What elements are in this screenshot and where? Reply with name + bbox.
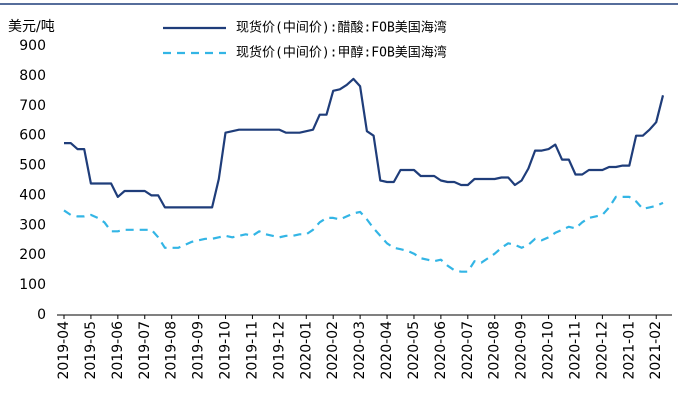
- x-tick-label: 2019-12: [271, 321, 287, 380]
- x-tick-label: 2021-01: [621, 321, 637, 380]
- series-line: [64, 77, 665, 209]
- x-tick-label: 2019-11: [244, 321, 260, 380]
- x-tick-label: 2020-10: [541, 321, 557, 380]
- series-line: [63, 195, 664, 273]
- x-tick-label: 2020-06: [433, 321, 449, 380]
- y-tick-label: 300: [19, 217, 46, 233]
- y-tick-label: 900: [19, 38, 46, 54]
- y-tick-label: 200: [19, 247, 46, 263]
- x-tick-label: 2019-08: [164, 321, 180, 380]
- x-tick-label: 2020-09: [514, 321, 530, 380]
- x-tick-label: 2020-12: [594, 321, 610, 380]
- y-tick-label: 700: [19, 98, 46, 114]
- x-tick-label: 2020-04: [379, 321, 395, 380]
- x-tick-label: 2020-01: [298, 321, 314, 380]
- y-tick-label: 500: [19, 158, 46, 174]
- x-tick-label: 2019-06: [110, 321, 126, 380]
- y-tick-label: 400: [19, 187, 46, 203]
- x-tick-label: 2020-11: [567, 321, 583, 380]
- y-tick-label: 800: [19, 68, 46, 84]
- x-tick-label: 2019-09: [191, 321, 207, 380]
- legend-label: 现货价(中间价):醋酸:FOB美国海湾: [236, 20, 447, 36]
- x-tick-label: 2019-07: [137, 321, 153, 380]
- x-tick-label: 2020-05: [406, 321, 422, 380]
- x-tick-label: 2020-08: [487, 321, 503, 380]
- x-tick-label: 2021-02: [648, 321, 664, 380]
- y-tick-label: 0: [37, 307, 46, 323]
- x-tick-label: 2019-05: [83, 321, 99, 380]
- y-tick-label: 600: [19, 128, 46, 144]
- x-tick-label: 2019-10: [218, 321, 234, 380]
- x-tick-label: 2019-04: [56, 321, 72, 380]
- x-tick-label: 2020-03: [352, 321, 368, 380]
- legend-label: 现货价(中间价):甲醇:FOB美国海湾: [236, 45, 447, 61]
- y-tick-label: 100: [19, 277, 46, 293]
- x-tick-label: 2020-07: [460, 321, 476, 380]
- unit-label: 美元/吨: [8, 19, 55, 35]
- x-tick-label: 2020-02: [325, 321, 341, 380]
